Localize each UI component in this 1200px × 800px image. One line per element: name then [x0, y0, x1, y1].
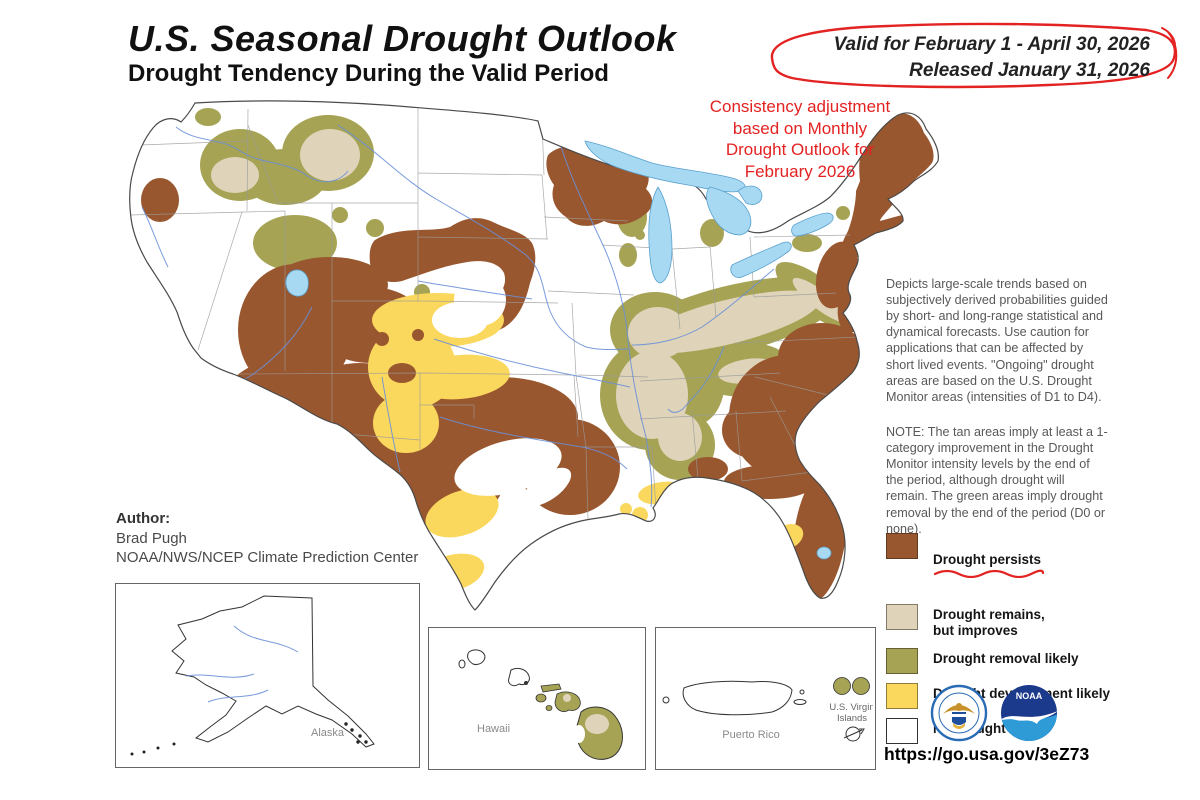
noaa-logo-text: NOAA — [1016, 691, 1043, 701]
legend-item-drought-persists: Drought persists — [886, 533, 1186, 595]
valid-period-text: Valid for February 1 - April 30, 2026 Re… — [834, 32, 1150, 83]
dept-of-commerce-seal — [930, 684, 988, 742]
page-subtitle: Drought Tendency During the Valid Period — [128, 60, 609, 87]
hawaii-label: Hawaii — [477, 723, 510, 735]
valid-line-1: Valid for February 1 - April 30, 2026 — [833, 34, 1150, 55]
consistency-note: Consistency adjustment based on Monthly … — [658, 96, 942, 182]
map-description: Depicts large-scale trends based on subj… — [886, 277, 1108, 404]
map-note: NOTE: The tan areas imply at least a 1-c… — [886, 425, 1108, 536]
usvi-island — [833, 677, 851, 695]
author-label: Author: — [116, 510, 171, 527]
red-oval-annotation — [770, 22, 1178, 89]
valid-period-annotation: Valid for February 1 - April 30, 2026 Re… — [748, 18, 1184, 94]
state-borders — [129, 107, 859, 520]
no-drought-holes — [311, 274, 572, 507]
drought-improves-swatch — [886, 603, 918, 630]
drought-persists-specks — [375, 329, 424, 383]
red-underline-squiggle — [933, 570, 1045, 579]
alaska-inset-map: Alaska — [115, 583, 420, 768]
no-drought-swatch — [886, 717, 918, 744]
legend-item-drought-improves: Drought remains, but improves — [886, 603, 1186, 639]
drought-persists-swatch — [886, 533, 918, 559]
great-lakes — [285, 140, 834, 560]
consistency-line: February 2026 — [744, 161, 856, 181]
great-salt-lake — [285, 269, 309, 297]
hawaii-inset-map: Hawaii — [428, 627, 646, 770]
noaa-logo: NOAA — [1001, 685, 1058, 741]
puerto-rico-label: Puerto Rico — [722, 729, 779, 741]
consistency-line: Consistency adjustment — [709, 97, 891, 116]
puerto-rico-inset-map: U.S. Virgin Islands Puerto Rico — [655, 627, 876, 770]
drought-removal-swatch — [886, 647, 918, 674]
author-block: Author: Brad Pugh NOAA/NWS/NCEP Climate … — [116, 509, 418, 568]
usvi-island — [852, 677, 870, 695]
drought-development-swatch — [886, 682, 918, 709]
consistency-line: based on Monthly — [732, 118, 868, 138]
legend-label: Drought remains, but improves — [933, 606, 1045, 638]
alaska-rivers — [185, 625, 299, 703]
shortlink-url[interactable]: https://go.usa.gov/3eZ73 — [884, 744, 1090, 764]
agency-logos: NOAA — [930, 684, 1066, 742]
author-org: NOAA/NWS/NCEP Climate Prediction Center — [116, 549, 419, 566]
author-name: Brad Pugh — [116, 529, 187, 547]
legend-label: Drought removal likely — [933, 650, 1079, 666]
legend: Drought persists Drought remains, but im… — [886, 533, 1186, 753]
usvi-label-line2: Islands — [837, 713, 867, 724]
legend-label: Drought persists — [933, 552, 1042, 568]
consistency-line: Drought Outlook for — [725, 140, 875, 160]
alaska-label: Alaska — [311, 727, 345, 739]
us-outline — [129, 100, 939, 611]
conus-drought-map — [129, 100, 939, 611]
page-title: U.S. Seasonal Drought Outlook — [128, 18, 677, 59]
aleutian-islands — [130, 722, 368, 756]
usvi-label-line1: U.S. Virgin — [829, 702, 873, 713]
valid-line-2: Released January 31, 2026 — [909, 59, 1150, 81]
rivers — [141, 124, 775, 508]
legend-item-drought-removal: Drought removal likely — [886, 647, 1186, 674]
lake-okeechobee — [816, 546, 832, 560]
